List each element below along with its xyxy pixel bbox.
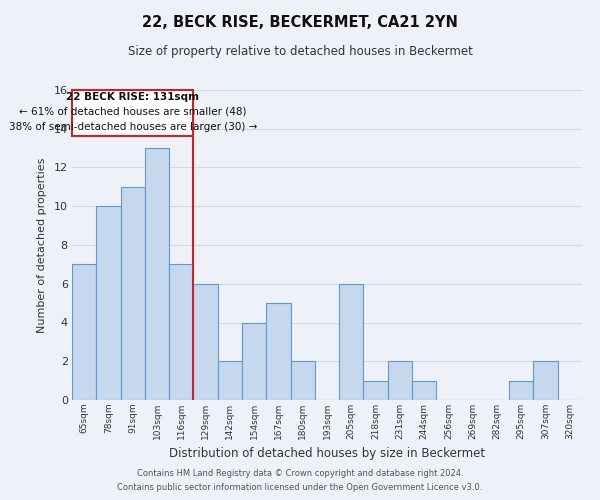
- Text: Size of property relative to detached houses in Beckermet: Size of property relative to detached ho…: [128, 45, 472, 58]
- Text: 22, BECK RISE, BECKERMET, CA21 2YN: 22, BECK RISE, BECKERMET, CA21 2YN: [142, 15, 458, 30]
- Text: Contains HM Land Registry data © Crown copyright and database right 2024.: Contains HM Land Registry data © Crown c…: [137, 468, 463, 477]
- Bar: [169, 264, 193, 400]
- Bar: [193, 284, 218, 400]
- Bar: [218, 361, 242, 400]
- Bar: [412, 380, 436, 400]
- Bar: [509, 380, 533, 400]
- Bar: [121, 187, 145, 400]
- Y-axis label: Number of detached properties: Number of detached properties: [37, 158, 47, 332]
- Text: Contains public sector information licensed under the Open Government Licence v3: Contains public sector information licen…: [118, 484, 482, 492]
- Bar: [266, 303, 290, 400]
- Bar: [242, 322, 266, 400]
- Bar: [364, 380, 388, 400]
- Bar: [72, 264, 96, 400]
- Bar: [96, 206, 121, 400]
- Text: ← 61% of detached houses are smaller (48): ← 61% of detached houses are smaller (48…: [19, 107, 247, 117]
- Text: 38% of semi-detached houses are larger (30) →: 38% of semi-detached houses are larger (…: [8, 122, 257, 132]
- Bar: [388, 361, 412, 400]
- Bar: [72, 90, 193, 136]
- X-axis label: Distribution of detached houses by size in Beckermet: Distribution of detached houses by size …: [169, 448, 485, 460]
- Bar: [339, 284, 364, 400]
- Text: 22 BECK RISE: 131sqm: 22 BECK RISE: 131sqm: [66, 92, 199, 102]
- Bar: [290, 361, 315, 400]
- Bar: [145, 148, 169, 400]
- Bar: [533, 361, 558, 400]
